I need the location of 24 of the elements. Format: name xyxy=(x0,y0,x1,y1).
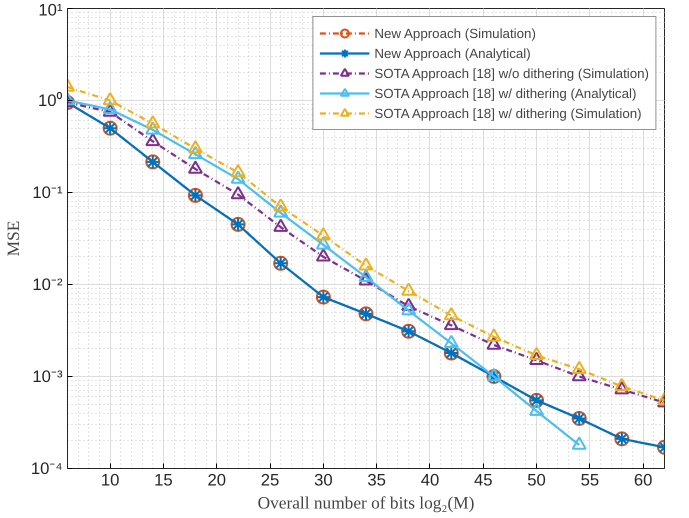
y-tick-label: 10⁰ xyxy=(38,91,63,110)
y-axis-title: MSE xyxy=(4,220,23,256)
x-tick-label: 30 xyxy=(314,470,333,490)
y-tick-label: 10⁻⁴ xyxy=(30,459,63,478)
x-tick-label: 50 xyxy=(527,470,546,490)
y-tick-label: 10⁻² xyxy=(32,275,63,294)
x-axis-title: Overall number of bits log₂(M) xyxy=(258,494,475,512)
legend-label: SOTA Approach [18] w/ dithering (Analytical) xyxy=(374,86,636,100)
y-tick-label: 10⁻³ xyxy=(32,367,63,386)
x-tick-label: 20 xyxy=(207,470,226,490)
x-tick-label: 10 xyxy=(100,470,120,490)
legend-label: SOTA Approach [18] w/ dithering (Simulation) xyxy=(374,106,642,120)
x-tick-label: 55 xyxy=(580,470,600,490)
legend-label: SOTA Approach [18] w/o dithering (Simulation) xyxy=(374,66,649,80)
legend-label: New Approach (Simulation) xyxy=(374,26,536,40)
y-tick-label: 10¹ xyxy=(38,0,63,20)
y-tick-label: 10⁻¹ xyxy=(32,183,63,202)
x-tick-label: 35 xyxy=(367,470,386,490)
x-tick-label: 45 xyxy=(474,470,493,490)
x-tick-label: 60 xyxy=(634,470,652,490)
x-tick-label: 25 xyxy=(260,470,280,490)
x-tick-label: 40 xyxy=(420,470,440,490)
x-tick-label: 15 xyxy=(154,470,173,490)
legend-label: New Approach (Analytical) xyxy=(374,46,531,60)
